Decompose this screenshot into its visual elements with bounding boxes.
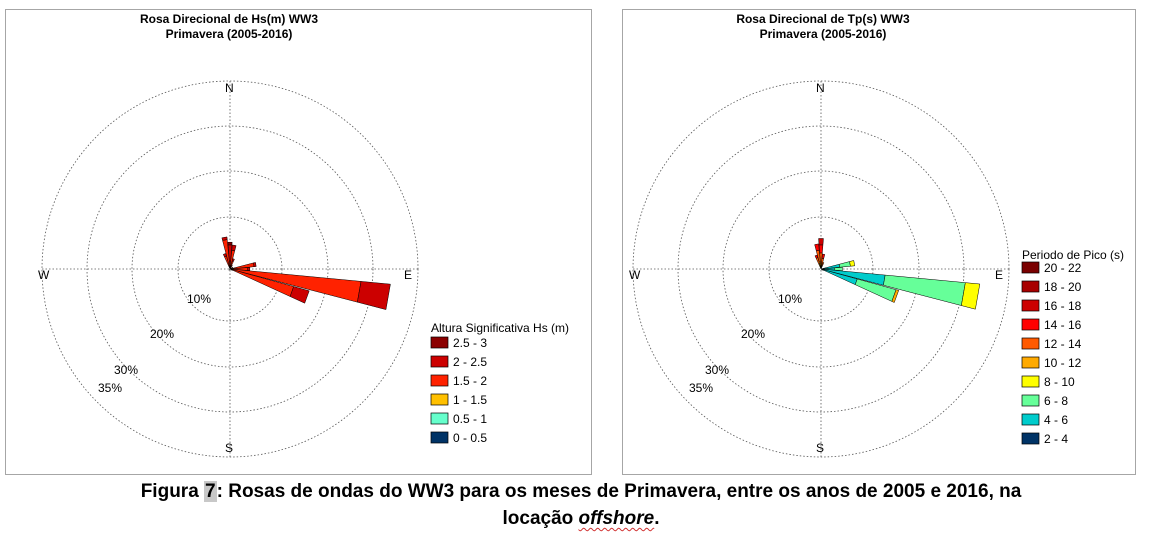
direction-label: S bbox=[816, 441, 824, 455]
rose-petal-segment bbox=[814, 254, 819, 259]
chart-title: Rosa Direcional de Tp(s) WW3 bbox=[736, 12, 910, 26]
rose-petal-segment bbox=[814, 243, 820, 252]
legend-label: 0.5 - 1 bbox=[453, 412, 487, 426]
legend-label: 20 - 22 bbox=[1044, 261, 1082, 275]
legend-label: 18 - 20 bbox=[1044, 280, 1082, 294]
legend-title: Altura Significativa Hs (m) bbox=[431, 321, 569, 335]
rose-petal-segment bbox=[289, 286, 310, 304]
direction-label: N bbox=[816, 81, 825, 95]
ring-label: 20% bbox=[741, 327, 765, 341]
rose-petal-segment bbox=[227, 241, 233, 246]
grid-ring bbox=[86, 125, 374, 413]
rose-petal-segment bbox=[230, 266, 234, 269]
grid-ring bbox=[677, 125, 965, 413]
legend-label: 8 - 10 bbox=[1044, 375, 1075, 389]
rose-petal-segment bbox=[231, 244, 237, 252]
caption-line-2: locação offshore. bbox=[502, 508, 660, 529]
legend-swatch bbox=[430, 431, 449, 444]
legend-swatch bbox=[1021, 375, 1040, 388]
chart-title-block: Rosa Direcional de Hs(m) WW3 Primavera (… bbox=[99, 12, 359, 42]
direction-label: W bbox=[629, 268, 641, 282]
legend-title: Periodo de Pico (s) bbox=[1022, 248, 1124, 262]
chart-subtitle: Primavera (2005-2016) bbox=[759, 27, 887, 41]
legend-label: 1.5 - 2 bbox=[453, 374, 487, 388]
ring-label: 30% bbox=[114, 363, 138, 377]
ring-label: 35% bbox=[98, 381, 122, 395]
legend-swatch bbox=[1021, 432, 1040, 445]
ring-label: 35% bbox=[689, 381, 713, 395]
ring-label: 30% bbox=[705, 363, 729, 377]
legend-label: 1 - 1.5 bbox=[453, 393, 487, 407]
legend-swatch bbox=[1021, 280, 1040, 293]
wave-rose-hs: 10% 20% 30% 35% N E S W Altura Significativa Hs … bbox=[38, 80, 569, 458]
legend-label: 10 - 12 bbox=[1044, 356, 1082, 370]
rose-petal-segment bbox=[834, 267, 843, 271]
chart-subtitle: Primavera (2005-2016) bbox=[165, 27, 293, 41]
legend-swatch bbox=[1021, 299, 1040, 312]
grid-ring bbox=[768, 216, 874, 322]
legend-swatch bbox=[430, 374, 449, 387]
legend-label: 14 - 16 bbox=[1044, 318, 1082, 332]
caption-line-1: Figura 7: Rosas de ondas do WW3 para os … bbox=[140, 481, 1022, 502]
legend-label: 16 - 18 bbox=[1044, 299, 1082, 313]
legend-label: 2 - 2.5 bbox=[453, 355, 487, 369]
direction-label: E bbox=[995, 268, 1003, 282]
direction-label: E bbox=[404, 268, 412, 282]
legend-label: 2.5 - 3 bbox=[453, 336, 487, 350]
rose-petal-segment bbox=[961, 282, 981, 310]
chart-title: Rosa Direcional de Hs(m) WW3 bbox=[139, 12, 319, 26]
rose-petal-segment bbox=[821, 261, 825, 267]
rose-petal-segment bbox=[231, 258, 235, 262]
rose-petal-segment bbox=[230, 264, 233, 269]
rose-petal-segment bbox=[247, 267, 251, 271]
legend-swatch bbox=[1021, 394, 1040, 407]
rose-petal-segment bbox=[818, 238, 824, 246]
rose-petal-segment bbox=[820, 268, 824, 271]
chart-title-block: Rosa Direcional de Tp(s) WW3 Primavera (… bbox=[693, 12, 953, 42]
legend-label: 4 - 6 bbox=[1044, 413, 1068, 427]
legend-label: 6 - 8 bbox=[1044, 394, 1068, 408]
figure-caption: Figura 7: Rosas de ondas do WW3 para os … bbox=[0, 478, 1162, 532]
rose-petal-segment bbox=[229, 268, 233, 271]
rose-petal-segment bbox=[222, 253, 227, 258]
rose-petal-segment bbox=[818, 244, 824, 254]
offshore-word: offshore bbox=[578, 508, 655, 529]
legend-swatch bbox=[1021, 337, 1040, 350]
legend-swatch bbox=[1021, 261, 1040, 274]
rose-petal-segment bbox=[849, 260, 855, 267]
rose-petal-segment bbox=[357, 281, 391, 310]
legend-swatch bbox=[430, 393, 449, 406]
wave-rose-tp: 10% 20% 30% 35% N E S W Periodo de Pico (s)20 - … bbox=[629, 80, 1124, 458]
legend-swatch bbox=[430, 412, 449, 425]
ring-label: 10% bbox=[187, 292, 211, 306]
rose-petal-segment bbox=[838, 261, 851, 268]
direction-label: N bbox=[225, 81, 234, 95]
figure-number: 7 bbox=[204, 481, 217, 502]
legend-label: 2 - 4 bbox=[1044, 432, 1068, 446]
rose-petal-segment bbox=[891, 289, 900, 303]
legend-swatch bbox=[1021, 318, 1040, 331]
chart-panel-tp: Rosa Direcional de Tp(s) WW3 Primavera (… bbox=[622, 9, 1136, 475]
rose-petal-segment bbox=[821, 253, 826, 259]
grid-ring bbox=[177, 216, 283, 322]
legend-swatch bbox=[1021, 413, 1040, 426]
grid-ring bbox=[131, 170, 329, 368]
chart-panel-hs: Rosa Direcional de Hs(m) WW3 Primavera (… bbox=[5, 9, 592, 475]
grid-ring bbox=[722, 170, 920, 368]
rose-petal-segment bbox=[228, 268, 231, 271]
legend-swatch bbox=[1021, 356, 1040, 369]
rose-petal-segment bbox=[253, 262, 257, 268]
legend-swatch bbox=[430, 336, 449, 349]
ring-label: 20% bbox=[150, 327, 174, 341]
legend-swatch bbox=[430, 355, 449, 368]
rose-petal-segment bbox=[221, 236, 228, 241]
legend-label: 12 - 14 bbox=[1044, 337, 1082, 351]
direction-label: S bbox=[225, 441, 233, 455]
ring-label: 10% bbox=[778, 292, 802, 306]
legend-label: 0 - 0.5 bbox=[453, 431, 487, 445]
direction-label: W bbox=[38, 268, 50, 282]
